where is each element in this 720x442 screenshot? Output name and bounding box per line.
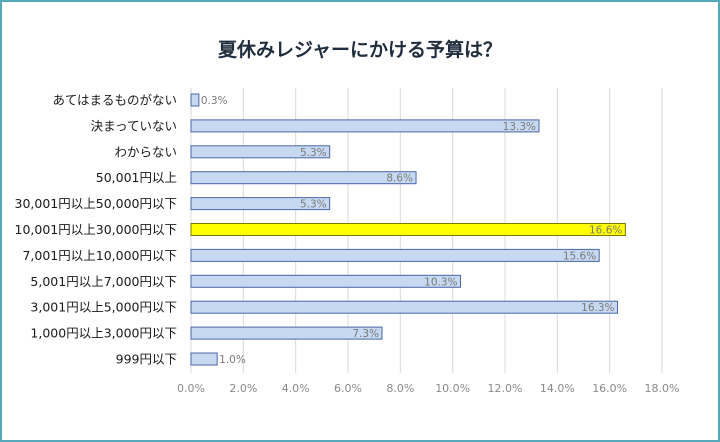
bar	[190, 119, 540, 133]
x-tick-label: 12.0%	[488, 382, 523, 395]
category-label: 5,001円以上7,000円以下	[30, 274, 177, 289]
bar	[190, 248, 600, 262]
data-label: 0.3%	[201, 95, 228, 107]
data-labels: 0.3% 13.3% 5.3% 8.6% 5.3% 16.6% 15.6% 10.3% 16.3…	[201, 95, 623, 366]
bar	[190, 300, 619, 314]
bar	[190, 171, 417, 185]
data-label: 16.3%	[581, 302, 614, 314]
data-label: 10.3%	[424, 276, 457, 288]
bar	[190, 326, 383, 340]
category-label: 10,001円以上30,000円以下	[15, 222, 177, 237]
data-label: 8.6%	[386, 173, 413, 185]
x-tick-label: 10.0%	[435, 382, 470, 395]
category-label: 1,000円以上3,000円以下	[30, 326, 177, 341]
bar	[190, 352, 218, 366]
x-tick-label: 18.0%	[645, 382, 680, 395]
category-label: 30,001円以上50,000円以下	[15, 196, 177, 211]
data-label: 7.3%	[352, 328, 379, 340]
category-label: 999円以下	[116, 352, 177, 367]
x-tick-label: 4.0%	[282, 382, 310, 395]
category-label: 7,001円以上10,000円以下	[22, 248, 177, 263]
data-label: 16.6%	[589, 225, 622, 237]
x-tick-label: 16.0%	[592, 382, 627, 395]
x-tick-label: 6.0%	[334, 382, 362, 395]
x-tick-label: 14.0%	[540, 382, 575, 395]
bar	[190, 93, 200, 107]
bars	[190, 93, 626, 366]
x-tick-label: 0.0%	[177, 382, 205, 395]
category-label: 50,001円以上	[96, 170, 177, 185]
x-tick-label: 8.0%	[386, 382, 414, 395]
category-label: 3,001円以上5,000円以下	[30, 300, 177, 315]
chart-title: 夏休みレジャーにかける予算は？	[218, 38, 502, 61]
bar	[190, 145, 331, 159]
x-tick-label: 2.0%	[229, 382, 257, 395]
x-axis: 0.0% 2.0% 4.0% 6.0% 8.0% 10.0% 12.0% 14.0% 16.0%…	[177, 382, 679, 395]
data-label: 13.3%	[503, 121, 536, 133]
data-label: 5.3%	[300, 199, 327, 211]
category-label: 決まっていない	[91, 118, 177, 133]
data-label: 1.0%	[219, 354, 246, 366]
bar-highlighted	[190, 223, 626, 236]
category-label: わからない	[114, 144, 177, 159]
category-label: あてはまるものがない	[52, 93, 177, 108]
bar	[190, 197, 331, 211]
data-label: 5.3%	[300, 147, 327, 159]
data-label: 15.6%	[563, 250, 596, 262]
bar	[190, 274, 462, 288]
